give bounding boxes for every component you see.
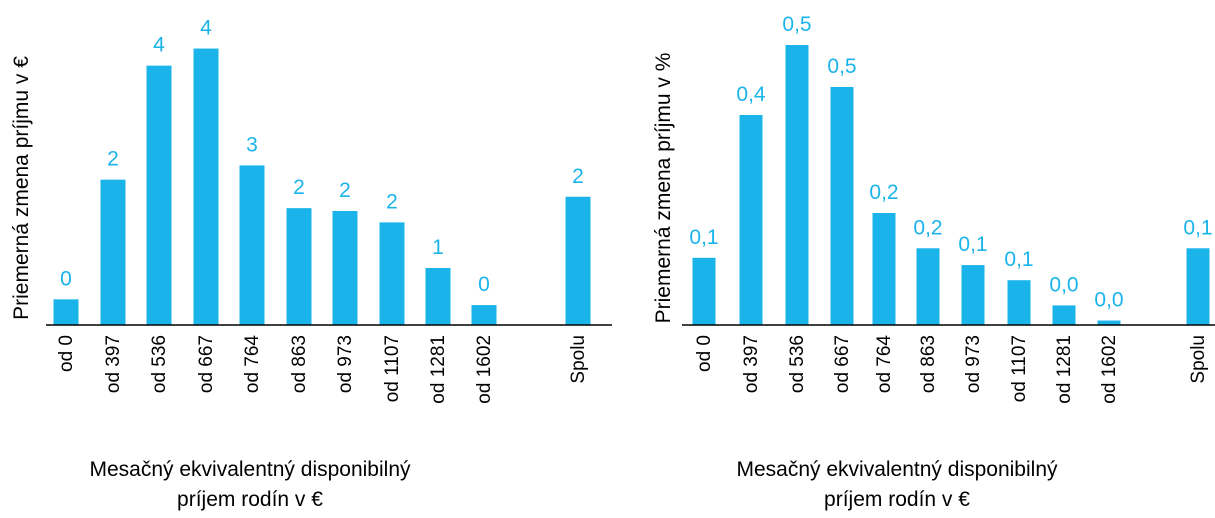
data-label-od-536: 4 [153,34,165,57]
tick-label-od-973: od 973 [335,335,356,393]
tick-label-od-397: od 397 [103,335,124,393]
data-label-od-0: 0,1 [689,226,718,249]
bar-od-536 [785,45,809,325]
bar-od-973 [332,211,358,325]
bar-od-973 [961,265,985,325]
x-axis-label-line-1: Mesačný ekvivalentný disponibilný [90,458,411,481]
bar-od-1281 [425,268,451,325]
tick-label-od-863: od 863 [289,335,310,393]
data-label-od-1281: 0,0 [1049,273,1078,296]
bars-group [692,45,1210,325]
data-label-od-1602: 0 [478,273,490,296]
data-label-od-1281: 1 [432,236,444,259]
bar-od-1602 [1097,320,1121,325]
tick-label-od-863: od 863 [918,335,939,393]
data-label-spolu: 2 [572,165,584,188]
tick-label-od-764: od 764 [874,335,895,394]
data-label-od-973: 2 [339,179,351,202]
x-axis-label-line-1: Mesačný ekvivalentný disponibilný [737,458,1058,481]
chart-eur: Priemerná zmena príjmu v € 0 2 4 4 3 2 2 2 1 0 2 o… [10,17,612,511]
tick-label-od-536: od 536 [149,335,170,393]
tick-label-od-1602: od 1602 [474,335,495,404]
bars-group [53,48,591,326]
data-label-spolu: 0,1 [1183,216,1212,239]
tick-label-od-1281: od 1281 [1054,335,1075,404]
tick-label-od-667: od 667 [196,335,217,393]
bar-od-1602 [471,305,497,325]
chart-percent: Priemerná zmena príjmu v % 0,10,40,50,50… [652,13,1215,511]
tick-label-od-667: od 667 [832,335,853,393]
bar-od-863 [286,208,312,325]
data-label-od-1107: 2 [386,190,398,213]
data-label-od-973: 0,1 [958,233,987,256]
data-label-od-863: 2 [293,176,305,199]
bar-od-764 [872,213,896,325]
tick-label-od-0: od 0 [56,335,77,372]
data-label-od-0: 0 [60,267,72,290]
tick-label-spolu: Spolu [1188,335,1209,384]
data-label-od-764: 3 [246,133,258,156]
tick-label-od-764: od 764 [242,335,263,394]
bar-od-1107 [1007,280,1031,325]
tick-label-od-397: od 397 [741,335,762,393]
data-label-od-764: 0,2 [869,181,898,204]
data-label-od-397: 0,4 [736,83,766,106]
data-label-od-1107: 0,1 [1004,248,1033,271]
x-axis-label-line-2: príjem rodín v € [824,488,970,511]
bar-od-397 [739,115,763,325]
tick-label-od-536: od 536 [787,335,808,393]
data-label-od-397: 2 [107,148,119,171]
bar-spolu [1186,248,1210,325]
tick-label-spolu: Spolu [568,335,589,384]
tick-label-od-1281: od 1281 [428,335,449,404]
data-label-od-536: 0,5 [782,13,811,36]
tick-label-od-1107: od 1107 [1009,335,1030,402]
bar-od-0 [692,257,716,325]
bar-od-0 [53,299,79,325]
tick-labels-group: od 0 od 397 od 536 od 667 od 764 od 863 od 973… [56,335,589,404]
tick-labels-group: od 0 od 397 od 536 od 667 od 764 od 863 od 973… [694,335,1209,404]
data-labels-group: 0,1 0,4 0,5 0,5 0,2 0,2 0,1 0,1 0,0 0,0 0,1 [689,13,1212,312]
bar-od-536 [146,65,172,326]
bar-od-667 [193,48,219,326]
bar-od-397 [100,179,126,325]
y-axis-label: Priemerná zmena príjmu v % [652,53,675,324]
tick-label-od-0: od 0 [694,335,715,372]
tick-label-od-1602: od 1602 [1099,335,1120,404]
bar-od-1281 [1052,305,1076,325]
data-label-od-667: 0,5 [827,55,856,78]
y-axis-label: Priemerná zmena príjmu v € [10,56,33,320]
bar-od-667 [830,87,854,325]
data-label-od-863: 0,2 [913,216,942,239]
data-label-od-667: 4 [200,17,212,40]
bar-od-764 [239,165,265,325]
tick-label-od-1107: od 1107 [382,335,403,402]
data-labels-group: 0 2 4 4 3 2 2 2 1 0 2 [60,17,584,296]
bar-od-1107 [379,222,405,325]
x-axis-label-line-2: príjem rodín v € [177,488,323,511]
bar-spolu [565,196,591,325]
tick-label-od-973: od 973 [963,335,984,393]
bar-od-863 [916,248,940,325]
data-label-od-1602: 0,0 [1094,289,1123,312]
